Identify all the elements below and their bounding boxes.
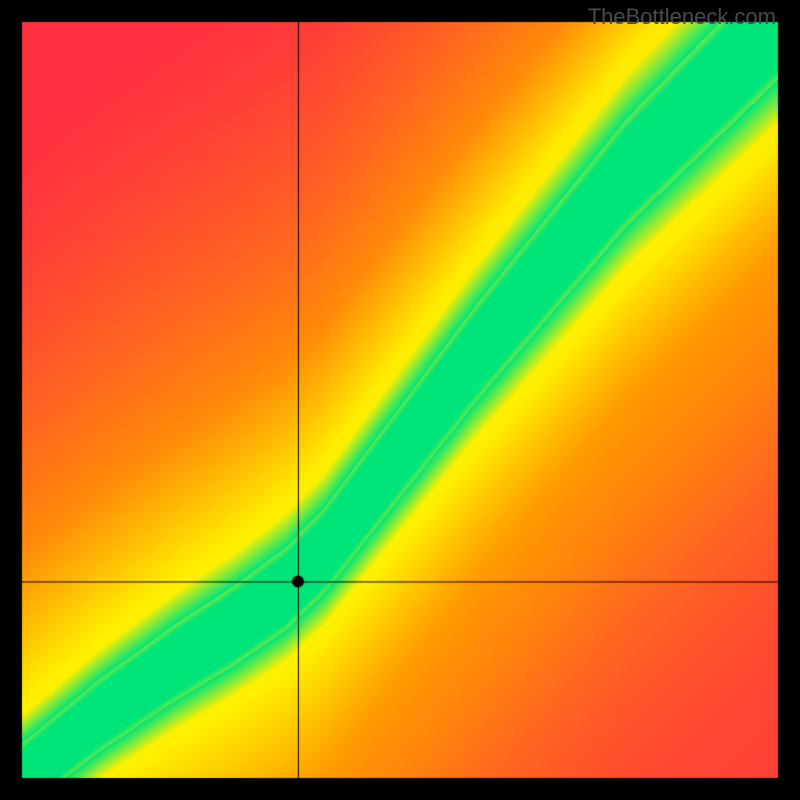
watermark-text: TheBottleneck.com xyxy=(588,4,776,30)
heatmap-canvas xyxy=(0,0,800,800)
bottleneck-heatmap-chart: TheBottleneck.com xyxy=(0,0,800,800)
